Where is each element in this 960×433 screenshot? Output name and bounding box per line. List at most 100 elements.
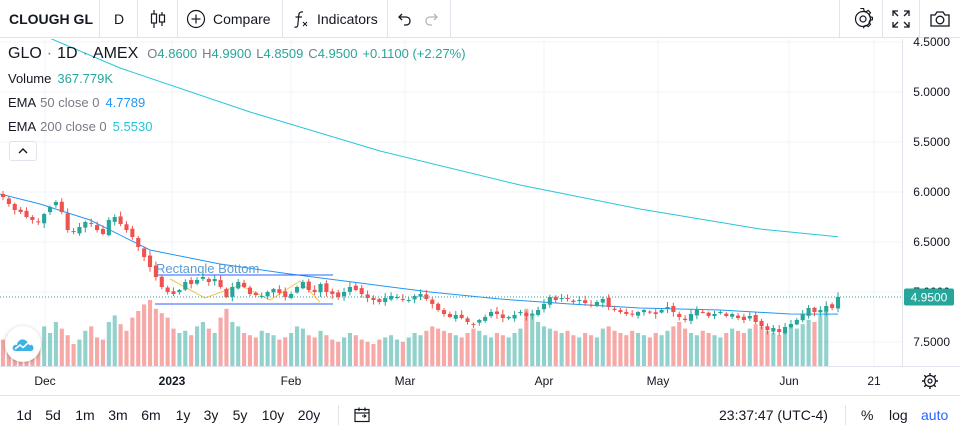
toolbar-divider <box>882 0 883 38</box>
volume-bar <box>677 322 682 366</box>
volume-bar <box>118 324 123 366</box>
candle-body <box>183 282 188 290</box>
date-range-button[interactable] <box>353 396 371 433</box>
indicators-label: Indicators <box>317 11 378 27</box>
volume-bar <box>700 330 705 366</box>
chart-type-button[interactable] <box>148 0 168 38</box>
candle-body <box>447 313 452 317</box>
ema200-legend[interactable]: EMA 200 close 0 5.5530 <box>8 119 152 134</box>
range-button-3m[interactable]: 3m <box>108 407 128 423</box>
ema50-legend[interactable]: EMA 50 close 0 4.7789 <box>8 95 145 110</box>
candle-body <box>153 265 158 277</box>
indicators-button[interactable]: Indicators <box>292 0 378 38</box>
candle-body <box>406 300 411 301</box>
candle-body <box>518 312 523 314</box>
candle-body <box>371 297 376 300</box>
time-tick-label: 21 <box>867 374 881 388</box>
volume-bar <box>53 322 58 366</box>
percent-scale-toggle[interactable]: % <box>861 407 874 423</box>
chart-pane[interactable]: Rectangle Bottom GLO · 1D · AMEX O 4.860… <box>0 39 902 366</box>
volume-bar <box>277 339 282 366</box>
candle-body <box>830 304 835 308</box>
volume-legend[interactable]: Volume 367.779K <box>8 71 113 86</box>
volume-bar <box>330 339 335 366</box>
price-axis[interactable]: 7.50007.00006.50006.00005.50005.00004.50… <box>902 35 960 366</box>
range-button-6m[interactable]: 6m <box>141 407 161 423</box>
volume-bar <box>359 339 364 366</box>
volume-bar <box>518 328 523 366</box>
compare-button[interactable]: Compare <box>186 0 271 38</box>
volume-bar <box>283 337 288 366</box>
candle-body <box>118 216 123 224</box>
time-tick-label: Feb <box>280 374 302 388</box>
range-button-5y[interactable]: 5y <box>232 407 248 423</box>
time-tick-label: Dec <box>34 374 56 388</box>
volume-bar <box>765 330 770 366</box>
range-button-5d[interactable]: 5d <box>45 407 61 423</box>
volume-bar <box>247 335 253 366</box>
fullscreen-button[interactable] <box>892 0 910 38</box>
screenshot-button[interactable] <box>929 0 951 38</box>
candle-body <box>0 194 6 197</box>
interval-button[interactable]: D <box>114 0 124 38</box>
volume-bar <box>547 328 552 366</box>
volume-bar <box>812 322 817 366</box>
candle-body <box>694 310 699 316</box>
price-chart: Rectangle Bottom <box>0 39 902 366</box>
volume-bar <box>294 326 300 366</box>
candle-body <box>783 327 788 334</box>
redo-icon <box>425 13 438 26</box>
volume-bar <box>588 335 594 366</box>
volume-bar <box>418 335 423 366</box>
candle-body <box>577 300 582 301</box>
range-button-3y[interactable]: 3y <box>203 407 219 423</box>
ema200-legend-name: EMA <box>8 119 37 134</box>
volume-bar <box>200 322 205 366</box>
legend-interval: 1D <box>57 45 78 62</box>
volume-bar <box>718 337 723 366</box>
candle-body <box>547 297 552 305</box>
candle-body <box>283 291 288 297</box>
range-button-20y[interactable]: 20y <box>297 407 321 423</box>
time-axis[interactable]: Dec 2023 Feb Mar Apr May Jun 21 <box>0 366 960 394</box>
legend-exchange: AMEX <box>92 45 139 62</box>
cloud-chart-icon <box>12 339 34 351</box>
candle-body <box>171 291 176 294</box>
candle-body <box>206 278 211 282</box>
candle-body <box>559 298 564 299</box>
auto-scale-toggle[interactable]: auto <box>921 407 949 423</box>
clock-display[interactable]: 23:37:47 (UTC-4) <box>719 407 828 423</box>
range-button-1m[interactable]: 1m <box>75 407 95 423</box>
time-tick-label: Jun <box>779 374 799 388</box>
toolbar-divider <box>282 0 283 38</box>
candle-body <box>330 291 335 294</box>
volume-bar <box>400 341 405 366</box>
undo-button[interactable] <box>396 0 412 38</box>
settings-button[interactable] <box>852 0 874 38</box>
last-price-label: 4.9500 <box>904 288 954 306</box>
ema200-legend-params: 200 close 0 <box>40 119 107 134</box>
symbol-search-button[interactable]: CLOUGH GL <box>9 0 93 38</box>
bottom-toolbar: 1d 5d 1m 3m 6m 1y 3y 5y 10y 20y 23:37:47 (UTC-4) … <box>0 395 960 433</box>
candle-body <box>6 198 11 204</box>
range-button-1y[interactable]: 1y <box>175 407 191 423</box>
collapse-legend-button[interactable] <box>9 141 37 161</box>
volume-bar <box>671 326 676 366</box>
tradingview-logo[interactable] <box>5 326 41 362</box>
time-tick-label: Apr <box>534 374 554 388</box>
time-tick-label: May <box>646 374 670 388</box>
volume-bar <box>59 328 64 366</box>
top-toolbar: CLOUGH GL D Compare Indicators <box>0 0 960 38</box>
toolbar-divider <box>137 0 138 38</box>
range-button-10y[interactable]: 10y <box>261 407 285 423</box>
candle-body <box>471 323 476 325</box>
undo-icon <box>398 13 411 26</box>
axis-settings-button[interactable] <box>921 372 939 395</box>
range-button-1d[interactable]: 1d <box>16 407 32 423</box>
volume-bar <box>553 330 558 366</box>
volume-bar <box>42 326 47 366</box>
log-scale-toggle[interactable]: log <box>889 407 908 423</box>
redo-button[interactable] <box>424 0 440 38</box>
volume-bar <box>824 311 829 366</box>
gear-icon <box>854 8 873 29</box>
